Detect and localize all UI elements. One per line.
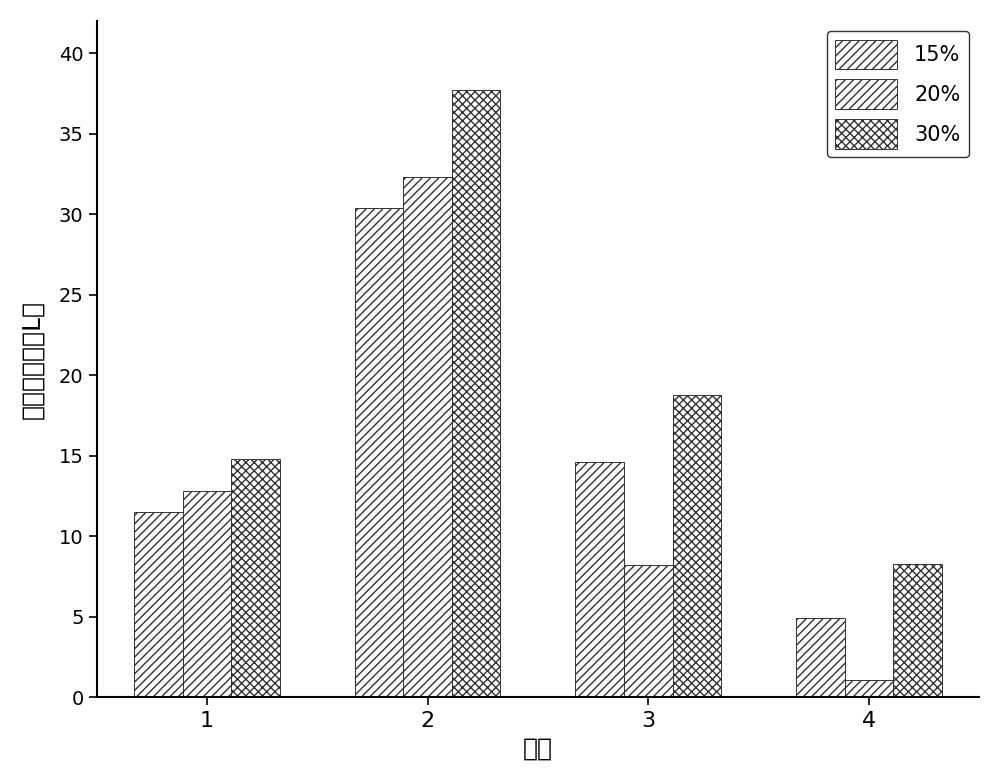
Bar	[673, 394, 721, 697]
Bar	[355, 208, 403, 697]
Bar	[183, 491, 231, 697]
Bar	[575, 462, 624, 697]
Bar	[452, 90, 500, 697]
Y-axis label: 周甲烷产量（L）: 周甲烷产量（L）	[21, 300, 45, 419]
X-axis label: 周数: 周数	[523, 736, 553, 760]
Bar	[134, 512, 183, 697]
Bar	[231, 459, 280, 697]
Bar	[403, 177, 452, 697]
Bar	[893, 564, 942, 697]
Legend: 15%, 20%, 30%: 15%, 20%, 30%	[827, 31, 969, 157]
Bar	[624, 565, 673, 697]
Bar	[845, 679, 893, 697]
Bar	[796, 619, 845, 697]
